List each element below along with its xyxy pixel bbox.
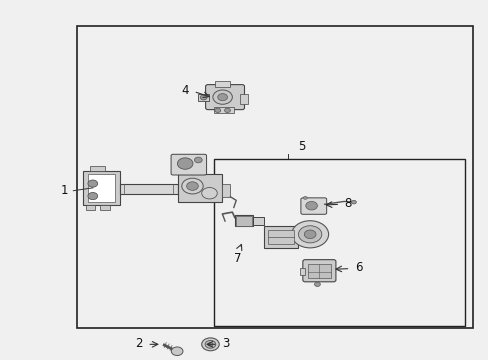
Bar (119, 184, 178, 194)
Bar (267, 230, 293, 244)
Circle shape (201, 188, 217, 199)
Circle shape (303, 197, 306, 199)
Circle shape (201, 338, 219, 351)
Circle shape (182, 178, 203, 194)
Bar (264, 226, 297, 248)
Circle shape (88, 180, 98, 187)
Text: 5: 5 (298, 140, 305, 153)
Bar (214, 158, 464, 327)
Circle shape (207, 342, 212, 346)
Bar (239, 94, 248, 104)
Circle shape (212, 90, 232, 104)
Circle shape (177, 158, 193, 169)
Circle shape (351, 201, 356, 204)
Circle shape (224, 108, 230, 112)
Bar (88, 174, 115, 202)
Circle shape (214, 108, 220, 112)
Bar (83, 171, 119, 205)
Text: 6: 6 (354, 261, 362, 274)
Circle shape (314, 282, 320, 287)
Bar (235, 216, 252, 226)
Bar (198, 94, 208, 102)
Text: 7: 7 (234, 252, 242, 265)
FancyBboxPatch shape (205, 85, 244, 110)
Bar (100, 205, 110, 210)
Text: 1: 1 (61, 184, 68, 197)
Circle shape (200, 95, 206, 100)
Bar (221, 184, 230, 197)
Bar (90, 166, 105, 171)
Text: 8: 8 (344, 197, 351, 210)
Bar (178, 174, 221, 202)
Circle shape (194, 157, 202, 163)
Bar (215, 81, 229, 87)
Bar (214, 108, 233, 113)
FancyBboxPatch shape (302, 260, 335, 282)
Bar (77, 26, 472, 328)
Circle shape (186, 182, 198, 190)
FancyBboxPatch shape (171, 154, 206, 175)
Bar (300, 267, 305, 275)
Bar (85, 205, 95, 210)
Bar (234, 215, 253, 226)
Text: 2: 2 (135, 337, 142, 350)
Circle shape (304, 230, 315, 239)
FancyBboxPatch shape (300, 198, 326, 214)
Bar (307, 264, 330, 278)
Circle shape (291, 221, 328, 248)
Circle shape (88, 193, 98, 200)
Circle shape (298, 226, 321, 243)
Text: 4: 4 (181, 84, 188, 97)
Text: 3: 3 (222, 337, 229, 350)
Circle shape (171, 347, 183, 356)
Circle shape (204, 341, 215, 348)
Circle shape (217, 94, 227, 101)
Bar (253, 217, 264, 225)
Circle shape (305, 202, 317, 210)
